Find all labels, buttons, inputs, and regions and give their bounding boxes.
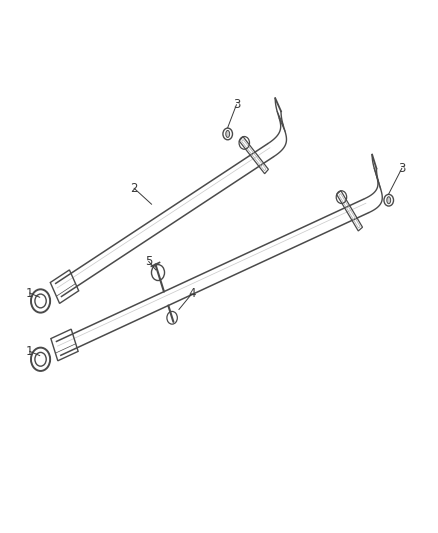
Ellipse shape — [387, 197, 391, 204]
Text: 5: 5 — [145, 255, 152, 268]
Text: 3: 3 — [398, 162, 406, 175]
Ellipse shape — [226, 131, 230, 138]
Text: 3: 3 — [233, 98, 240, 111]
Text: 2: 2 — [131, 182, 138, 195]
Text: 1: 1 — [26, 287, 33, 300]
Text: 1: 1 — [26, 345, 33, 358]
Text: 4: 4 — [188, 287, 196, 300]
